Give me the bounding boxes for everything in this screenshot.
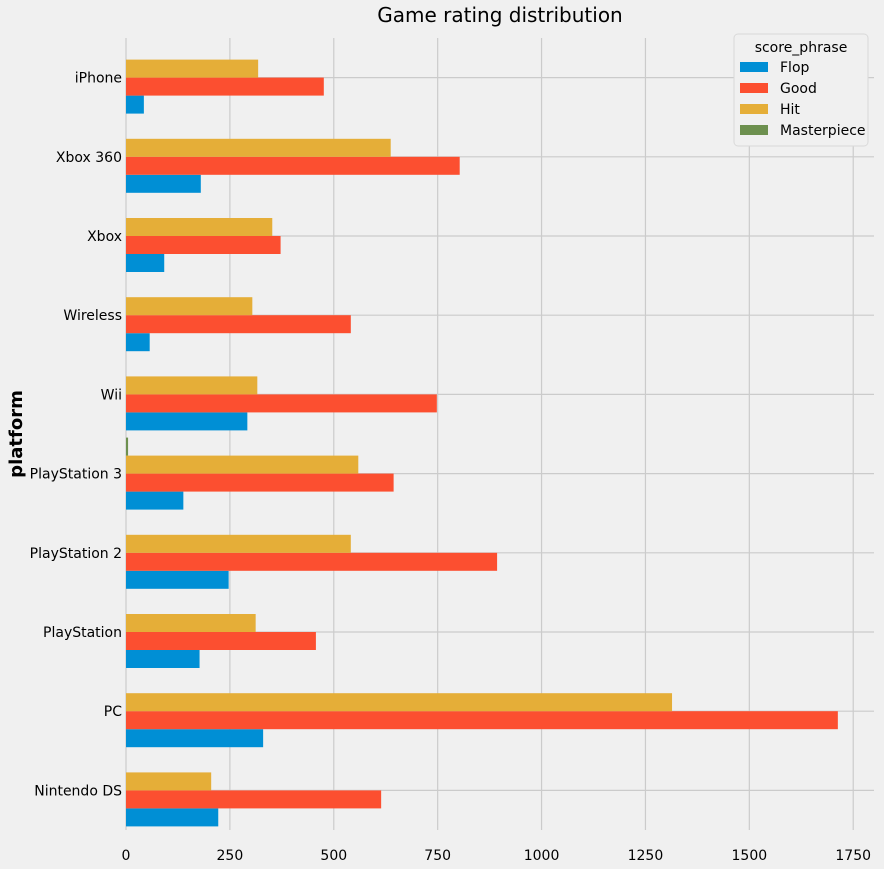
x-tick-label: 1750 <box>835 848 871 864</box>
bar-hit-nintendo-ds <box>126 772 212 791</box>
y-tick-label: iPhone <box>75 71 122 87</box>
bar-flop-wii <box>126 412 248 431</box>
x-tick-label: 250 <box>217 848 244 864</box>
bar-flop-pc <box>126 729 264 748</box>
legend-label-masterpiece: Masterpiece <box>780 123 866 139</box>
bars <box>126 59 838 827</box>
y-tick-label: PlayStation 3 <box>30 467 122 483</box>
bar-good-xbox <box>126 236 281 254</box>
bar-good-playstation-3 <box>126 473 394 492</box>
bar-masterpiece-playstation-3 <box>126 437 129 456</box>
y-tick-label: Xbox 360 <box>56 150 122 166</box>
bar-flop-xbox-360 <box>126 174 201 193</box>
x-tick-label: 1250 <box>628 848 664 864</box>
legend-swatch-masterpiece <box>740 125 768 135</box>
bar-flop-iphone <box>126 95 144 114</box>
bar-flop-wireless <box>126 333 150 352</box>
bar-hit-playstation-2 <box>126 534 351 553</box>
bar-good-playstation-2 <box>126 552 498 571</box>
y-tick-label: Xbox <box>87 229 122 245</box>
bar-good-xbox-360 <box>126 156 460 175</box>
bar-flop-xbox <box>126 254 165 272</box>
legend-label-flop: Flop <box>780 60 810 76</box>
legend-swatch-hit <box>740 104 768 114</box>
y-axis-ticks: Nintendo DS PC PlayStation PlayStation 2 Pla… <box>30 71 123 800</box>
bar-flop-playstation <box>126 650 200 668</box>
bar-hit-iphone <box>126 59 259 78</box>
x-tick-label: 500 <box>320 848 347 864</box>
x-tick-label: 1000 <box>524 848 560 864</box>
y-tick-label: PlayStation <box>43 625 122 641</box>
x-axis-ticks: 0 250 500 750 1000 1250 1500 1750 <box>122 848 872 864</box>
y-tick-label: Wii <box>101 387 122 403</box>
bar-hit-pc <box>126 693 673 712</box>
legend: score_phrase Flop Good Hit Masterpiece <box>733 33 869 147</box>
bar-good-playstation <box>126 632 316 650</box>
legend-swatch-good <box>740 83 768 93</box>
x-tick-label: 0 <box>122 848 131 864</box>
y-tick-label: Nintendo DS <box>34 783 122 799</box>
bar-hit-wireless <box>126 297 253 316</box>
bar-hit-xbox-360 <box>126 138 391 157</box>
bar-flop-playstation-2 <box>126 570 229 589</box>
y-tick-label: PlayStation 2 <box>30 546 122 562</box>
bar-hit-playstation <box>126 614 256 632</box>
bar-flop-playstation-3 <box>126 491 184 510</box>
chart-title: Game rating distribution <box>377 3 622 27</box>
y-axis-label: platform <box>6 390 27 478</box>
bar-good-wii <box>126 394 437 413</box>
legend-label-good: Good <box>780 81 817 97</box>
y-tick-label: PC <box>104 704 122 720</box>
x-tick-label: 750 <box>424 848 451 864</box>
bar-hit-playstation-3 <box>126 455 359 474</box>
x-tick-label: 1500 <box>732 848 768 864</box>
legend-title: score_phrase <box>755 40 848 56</box>
bar-good-pc <box>126 711 838 730</box>
legend-swatch-flop <box>740 62 768 72</box>
bar-flop-nintendo-ds <box>126 808 219 827</box>
bar-hit-xbox <box>126 218 273 236</box>
bar-good-nintendo-ds <box>126 790 382 809</box>
y-tick-label: Wireless <box>63 308 122 324</box>
legend-label-hit: Hit <box>780 102 800 118</box>
bar-good-iphone <box>126 77 324 96</box>
bar-hit-wii <box>126 376 258 395</box>
bar-good-wireless <box>126 315 351 334</box>
